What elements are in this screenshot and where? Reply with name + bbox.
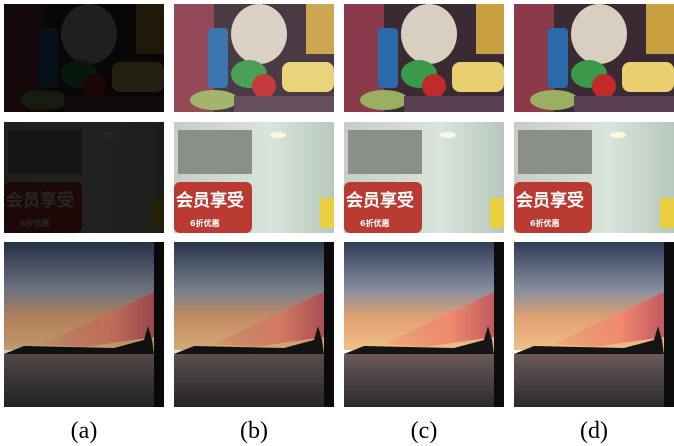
- floor: [404, 96, 504, 112]
- sign-board: [514, 182, 592, 233]
- grapes: [530, 90, 578, 110]
- frame-edge: [494, 242, 504, 407]
- panel-label: (b): [240, 418, 268, 444]
- shop-image: 会员享受 6折优惠: [514, 122, 674, 233]
- clouds: [44, 292, 154, 347]
- bear: [231, 4, 287, 64]
- bottle: [378, 28, 398, 88]
- dark-overlay: [4, 122, 164, 233]
- panel: 会员享受 6折优惠 (c): [344, 4, 504, 444]
- floor: [574, 96, 674, 112]
- frame-edge: [324, 242, 334, 407]
- panel: 会员享受 6折优惠 (d): [514, 4, 674, 444]
- toys-image: [4, 4, 164, 112]
- sunset-image: [4, 242, 164, 407]
- sign-text: 会员享受: [346, 190, 414, 211]
- water: [174, 354, 334, 407]
- shop-image: 会员享受 6折优惠: [344, 122, 504, 233]
- tone-overlay: [174, 242, 334, 407]
- skyline: [4, 326, 154, 354]
- bear: [401, 4, 457, 64]
- toys-image: [344, 4, 504, 112]
- castle: [178, 130, 252, 174]
- clouds: [554, 292, 664, 347]
- toys-image: [174, 4, 334, 112]
- frame-edge: [664, 242, 674, 407]
- panel: 会员享受 6折优惠 (b): [174, 4, 334, 444]
- color-checker: [476, 4, 504, 54]
- red-toy: [422, 74, 446, 98]
- noise-overlay: [174, 4, 334, 112]
- lamp: [440, 132, 456, 138]
- shop-image: 会员享受 6折优惠: [174, 122, 334, 233]
- frame-edge: [154, 242, 164, 407]
- color-checker: [306, 4, 334, 54]
- dark-overlay: [4, 4, 164, 112]
- castle: [518, 130, 592, 174]
- floor: [234, 96, 334, 112]
- bottle: [208, 28, 228, 88]
- toys-image: [514, 4, 674, 112]
- yellow-toy: [622, 62, 674, 92]
- lamp: [270, 132, 286, 138]
- bottle: [548, 28, 568, 88]
- poster: [490, 198, 504, 228]
- sunset-image: [174, 242, 334, 407]
- sign-board: [174, 182, 252, 233]
- red-toy: [252, 74, 276, 98]
- poster: [320, 198, 334, 228]
- sign-text: 会员享受: [176, 190, 244, 211]
- red-toy: [592, 74, 616, 98]
- skyline: [174, 326, 324, 354]
- water: [344, 354, 504, 407]
- color-checker: [646, 4, 674, 54]
- panel-label: (d): [580, 418, 608, 444]
- skyline: [514, 326, 664, 354]
- skyline: [344, 326, 494, 354]
- grapes: [190, 90, 238, 110]
- sign-text: 会员享受: [516, 190, 584, 211]
- bear: [571, 4, 627, 64]
- dark-overlay: [4, 242, 164, 407]
- lamp: [610, 132, 626, 138]
- clouds: [384, 292, 494, 347]
- yellow-toy: [282, 62, 334, 92]
- sign-subtext: 6折优惠: [530, 218, 560, 228]
- panel-label: (c): [411, 418, 438, 444]
- castle: [348, 130, 422, 174]
- sunset-image: [514, 242, 674, 407]
- water: [4, 354, 164, 407]
- poster: [660, 198, 674, 228]
- grapes: [360, 90, 408, 110]
- sign-board: [344, 182, 422, 233]
- sign-subtext: 6折优惠: [190, 218, 220, 228]
- water: [514, 354, 674, 407]
- yellow-toy: [452, 62, 504, 92]
- sunset-image: [344, 242, 504, 407]
- clouds: [214, 292, 324, 347]
- sign-subtext: 6折优惠: [360, 218, 390, 228]
- panel-label: (a): [71, 418, 98, 444]
